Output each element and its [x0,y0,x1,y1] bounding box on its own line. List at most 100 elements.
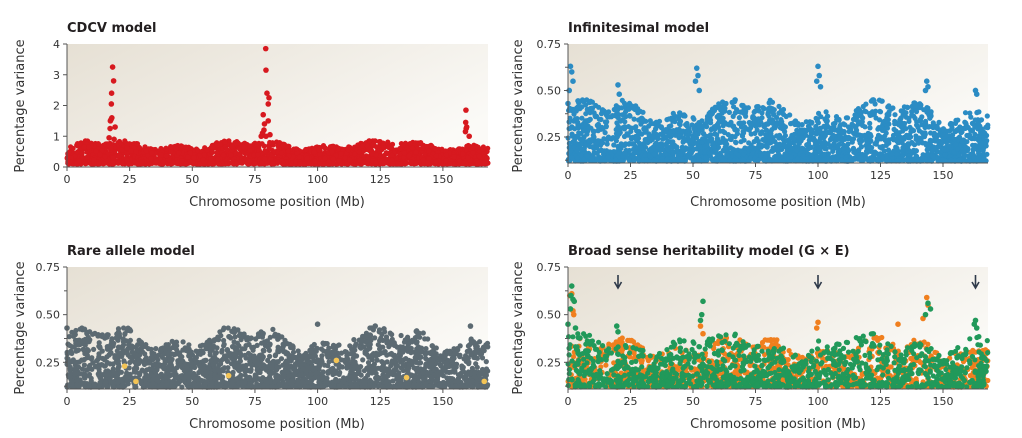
data-point [717,139,723,145]
data-point [626,106,632,112]
data-point [728,119,734,125]
data-point [941,127,947,133]
data-point [783,152,790,158]
data-point [915,124,921,130]
data-point [432,146,438,152]
data-point [246,158,253,164]
data-point [650,133,657,139]
data-point [733,140,739,146]
data-point [236,146,243,152]
peak-point [570,78,576,84]
data-point [752,130,758,136]
data-point [741,120,747,126]
data-point [642,152,648,158]
peak-point [264,90,270,96]
data-point [879,155,885,161]
data-point [433,153,439,159]
data-point [889,151,895,157]
data-point [976,109,982,115]
data-point [234,161,240,167]
data-point [963,120,969,126]
data-point [685,146,692,152]
peak-point [260,111,267,118]
data-point [898,134,904,141]
data-point [691,116,697,122]
data-point [176,150,182,156]
data-point [831,141,837,147]
data-point [754,104,760,110]
data-point [879,124,885,130]
x-tick-label: 100 [808,169,829,182]
data-point [768,131,774,137]
x-tick-label: 0 [565,169,572,182]
data-point [751,109,757,115]
data-point [729,99,735,105]
data-point [677,151,683,157]
data-point [335,146,342,152]
data-point [808,153,815,159]
data-point [589,144,596,150]
data-point [473,143,480,149]
data-point [116,153,122,159]
data-point [622,150,628,156]
data-point [852,156,858,162]
data-point [578,130,584,136]
data-point [909,140,915,146]
data-point [115,160,121,166]
data-point [158,152,164,158]
data-point [366,138,372,144]
data-point [293,146,299,152]
data-point [750,114,756,120]
data-point [899,148,905,154]
y-tick-label: 0.75 [537,38,562,51]
data-point [278,150,285,156]
data-point [799,135,806,141]
data-point [789,145,795,151]
data-point [214,150,220,156]
data-point [84,154,90,160]
peak-point [567,63,574,70]
data-point [589,105,596,111]
y-tick-label: 0.50 [537,84,562,97]
data-point [871,150,877,157]
data-point [322,145,328,151]
data-point [381,160,387,167]
data-point [882,118,889,124]
data-point [949,125,955,131]
data-point [758,153,764,159]
data-point [707,151,713,157]
data-point [135,161,141,167]
data-point [247,143,253,149]
data-point [124,145,130,151]
data-point [476,153,482,159]
data-point [262,156,268,162]
data-point [658,125,665,131]
data-point [317,161,323,167]
data-point [270,161,276,167]
data-point [433,159,439,165]
peak-point [111,136,117,143]
data-point [168,144,174,150]
data-point [652,126,659,132]
data-point [836,148,842,154]
data-point [568,148,574,154]
data-point [703,133,709,139]
data-point [381,144,387,151]
data-point [975,137,982,143]
data-point [252,161,258,167]
data-point [915,157,922,163]
data-point [311,149,317,155]
data-point [862,108,868,114]
data-point [886,157,892,164]
data-point [922,130,928,136]
data-point [606,109,612,115]
data-point [800,152,806,159]
data-point [850,145,857,151]
data-point [982,130,988,136]
data-point [870,157,876,163]
data-point [173,146,179,152]
data-point [812,130,819,136]
data-point [108,145,114,151]
data-point [689,137,695,143]
data-point [484,155,490,161]
